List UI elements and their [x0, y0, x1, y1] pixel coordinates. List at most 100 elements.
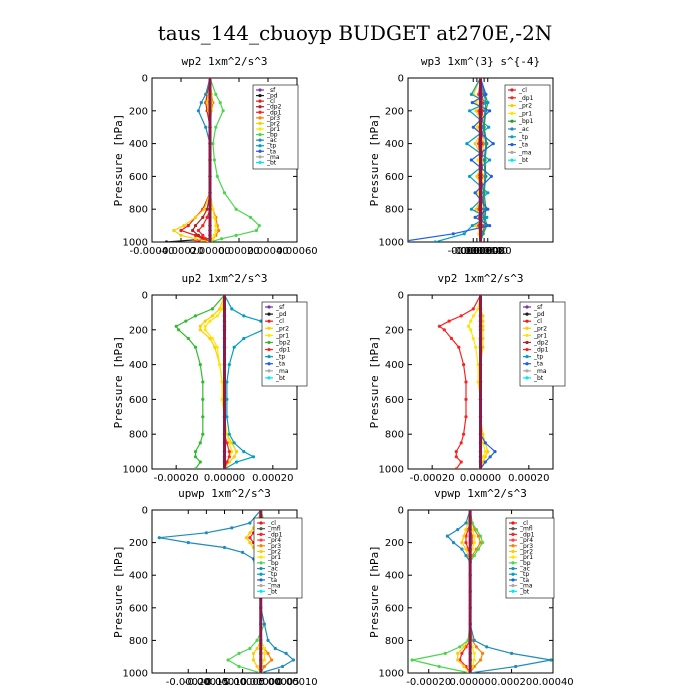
legend-marker [267, 333, 271, 337]
series-point-ta [488, 224, 492, 228]
legend-label: _pr2 [518, 103, 532, 110]
legend-marker [258, 121, 262, 126]
y-tick-label: 0 [398, 506, 404, 517]
legend-label: _pr1 [519, 554, 533, 561]
series-point-pr1 [203, 328, 207, 332]
legend-marker [259, 561, 263, 565]
panel-5: upwp 1xm^2/s^3 Pressure [hPa] 0 200 400 600 80… [112, 487, 318, 688]
legend-marker [259, 538, 263, 542]
series-point-dp1 [442, 328, 446, 332]
legend-marker [267, 319, 271, 323]
series-point-bp [443, 651, 447, 656]
series-point-pr3 [481, 651, 485, 656]
series-point-ta [473, 215, 477, 219]
series-point-tp [465, 142, 469, 146]
legend-label: _pr3 [266, 115, 280, 122]
series-point-bp [214, 125, 218, 129]
legend-label: _ma [519, 583, 533, 590]
series-point-pr2 [481, 328, 485, 332]
series-point-ac [204, 125, 208, 129]
legend-label: _bt [266, 159, 277, 166]
series-point-pr3 [474, 645, 478, 649]
series-point-bp [249, 215, 253, 219]
y-tick-label: 600 [385, 603, 404, 614]
panel-6: vpwp 1xm^2/s^3 Pressure [hPa] 0 200 400 600 80… [368, 487, 574, 688]
series-point-pr1 [483, 450, 487, 454]
series-point-pr2 [251, 658, 256, 662]
legend-label: _dp1 [518, 95, 534, 102]
series-point-ac [481, 125, 485, 129]
legend-label: _tp [266, 143, 276, 150]
series-group [410, 510, 553, 673]
series-point-dp1 [454, 455, 458, 459]
series-point-bp [472, 554, 476, 558]
series-point-pr2 [474, 207, 478, 211]
legend-label: _bt [518, 157, 529, 164]
panel-title: up2 1xm^2/s^3 [181, 272, 267, 285]
series-point-ac [199, 101, 203, 105]
series-point-tp [469, 92, 473, 96]
series-point-pr2 [486, 450, 490, 454]
series-point-pr2 [474, 109, 478, 113]
series-point-ta [483, 460, 487, 464]
series-point-bp [248, 646, 252, 651]
series-point-bp [215, 174, 219, 178]
series-point-tp [486, 191, 490, 195]
series-point-ac [464, 554, 468, 558]
series-point-bp [478, 534, 483, 538]
series-point-dp1 [459, 314, 463, 318]
series-point-pr2 [208, 336, 212, 341]
legend-marker [258, 110, 262, 114]
legend-marker [510, 96, 514, 100]
y-tick-label: 200 [129, 106, 148, 117]
series-point-ta [489, 174, 493, 178]
series-point-pr1 [262, 658, 266, 662]
series-point-ac [481, 191, 485, 195]
series-point-ac [482, 158, 486, 162]
legend-label: _tp [519, 571, 529, 578]
series-point-pr2 [481, 460, 485, 464]
panel-title: wp3 1xm^(3} s^{-4} [421, 55, 540, 68]
x-tick-label: -0.00020 [159, 246, 204, 257]
series-point-pr3 [266, 651, 270, 656]
series-point-ac [549, 658, 553, 662]
y-axis-label: Pressure [hPa] [112, 114, 125, 207]
x-tick-label: -0.00010 [202, 677, 247, 688]
legend-label: _pr1 [266, 126, 280, 133]
series-point-ta [451, 232, 455, 236]
series-point-pr2 [248, 541, 252, 545]
legend-marker [258, 88, 262, 92]
series-point-pr2 [481, 314, 485, 318]
legend-marker [525, 369, 529, 373]
series-point-ac [460, 547, 464, 551]
series-point-tp [227, 363, 231, 367]
series-point-bp2 [177, 328, 181, 332]
series-point-pr2 [462, 645, 466, 649]
legend-label: _pr2 [275, 325, 289, 332]
series-point-pr1 [208, 319, 212, 323]
legend-label: _cl [267, 520, 276, 527]
series-line-bp [209, 78, 261, 242]
legend-label: _tp [267, 571, 277, 578]
legend-label: _dp1 [533, 347, 549, 354]
series-point-bp2 [186, 336, 190, 341]
legend-label: _pr3 [519, 543, 533, 550]
series-point-pr1 [203, 324, 207, 328]
series-point-tp [225, 415, 229, 419]
legend-label: _cl [519, 520, 528, 527]
series-point-pr1 [466, 324, 470, 328]
legend-label: _bp [267, 560, 279, 567]
series-point-pr1 [481, 455, 485, 459]
series-point-pr2 [255, 646, 259, 651]
series-point-pr2 [255, 664, 259, 669]
series-point-pr1 [220, 380, 224, 384]
y-tick-label: 200 [385, 106, 404, 117]
series-point-dp1 [471, 307, 475, 311]
series-point-pr2 [460, 541, 464, 545]
series-point-tp [230, 307, 234, 311]
series-point-tp [225, 397, 229, 401]
legend-marker [259, 532, 263, 536]
series-point-pr1 [262, 646, 266, 651]
